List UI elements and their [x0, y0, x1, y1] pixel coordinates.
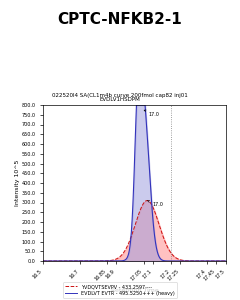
X-axis label: Retention Time: Retention Time — [111, 288, 158, 292]
Legend: YVDQVTSEVPV - 433.2597----, EVDLVT EVTR - 495.5250+++ (heavy): YVDQVTSEVPV - 433.2597----, EVDLVT EVTR … — [63, 282, 177, 298]
Text: CPTC-NFKB2-1: CPTC-NFKB2-1 — [58, 12, 182, 27]
Y-axis label: Intensity 10^5: Intensity 10^5 — [15, 160, 20, 206]
Text: 17.0: 17.0 — [144, 110, 159, 117]
Text: EVDLV1HSDPM: EVDLV1HSDPM — [100, 97, 140, 102]
Text: 022520l4 SA(CL1m4b curve 200fmol cap82 inj01: 022520l4 SA(CL1m4b curve 200fmol cap82 i… — [52, 92, 188, 98]
Text: 17.0: 17.0 — [147, 201, 163, 207]
